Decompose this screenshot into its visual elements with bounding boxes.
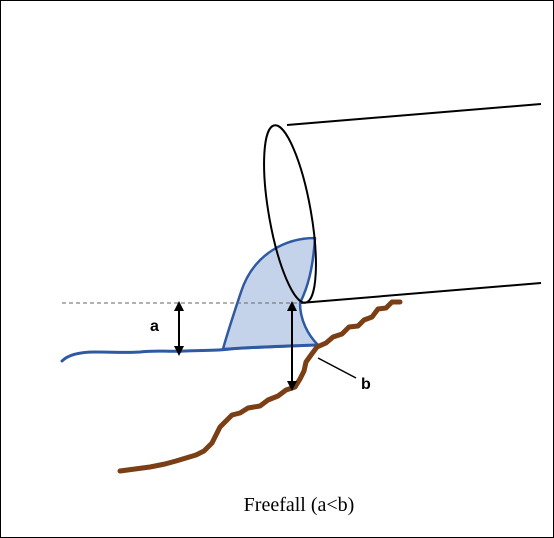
diagram-caption: Freefall (a<b) [244,494,355,516]
pipe-top-edge [286,103,542,126]
label-a: a [150,318,159,335]
tailwater-surface [60,343,320,363]
ground-line [117,299,403,474]
pipe-outlet [263,124,317,304]
label-b-leader [317,357,357,379]
water-jet [221,236,320,351]
pipe-bottom-edge [299,282,542,304]
label-b: b [361,376,371,393]
